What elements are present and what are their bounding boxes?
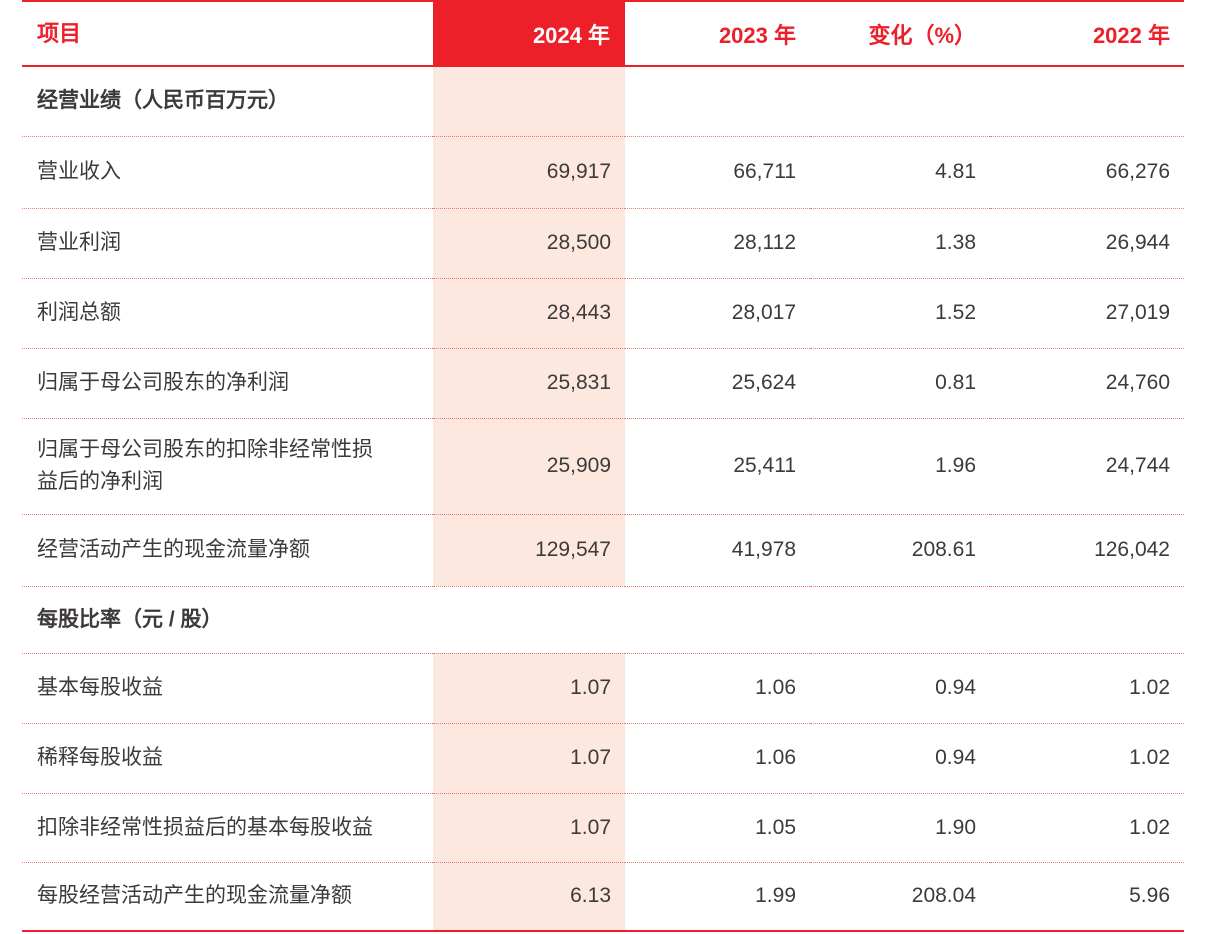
table-row: 归属于母公司股东的净利润 25,831 25,624 0.81 24,760 [22,348,1184,419]
table-header-row: 项目 2024 年 2023 年 变化（%） 2022 年 [22,1,1184,67]
value-2023: 1.06 [625,723,810,794]
value-2024: 28,443 [433,278,625,349]
row-label: 营业利润 [22,208,433,279]
value-2024: 69,917 [433,136,625,209]
value-2023: 1.05 [625,793,810,863]
column-header-2022: 2022 年 [990,1,1184,67]
row-label: 归属于母公司股东的扣除非经常性损 益后的净利润 [22,418,433,515]
column-header-2023: 2023 年 [625,1,810,67]
value-2024: 25,909 [433,418,625,515]
value-change: 4.81 [810,136,990,209]
value-change: 1.38 [810,208,990,279]
value-2024: 1.07 [433,793,625,863]
value-2023: 1.06 [625,653,810,724]
highlight-cell [433,66,625,137]
section-header-per-share-ratios: 每股比率（元 / 股） [22,586,1184,654]
value-2022: 1.02 [990,653,1184,724]
section-header-operating-results: 经营业绩（人民币百万元） [22,66,1184,137]
value-2022: 24,760 [990,348,1184,419]
row-label: 归属于母公司股东的净利润 [22,348,433,419]
table-row: 营业利润 28,500 28,112 1.38 26,944 [22,208,1184,279]
value-2022: 126,042 [990,514,1184,587]
value-change: 208.61 [810,514,990,587]
section-title: 每股比率（元 / 股） [22,586,433,654]
value-2023: 41,978 [625,514,810,587]
value-2022: 5.96 [990,862,1184,932]
value-change: 0.94 [810,723,990,794]
value-2023: 25,624 [625,348,810,419]
value-change: 208.04 [810,862,990,932]
table-row: 稀释每股收益 1.07 1.06 0.94 1.02 [22,723,1184,794]
row-label: 扣除非经常性损益后的基本每股收益 [22,793,433,863]
row-label: 基本每股收益 [22,653,433,724]
value-2022: 1.02 [990,723,1184,794]
row-label: 利润总额 [22,278,433,349]
value-2022: 1.02 [990,793,1184,863]
column-header-2024: 2024 年 [433,1,625,67]
table-row: 利润总额 28,443 28,017 1.52 27,019 [22,278,1184,349]
table-row: 归属于母公司股东的扣除非经常性损 益后的净利润 25,909 25,411 1.… [22,418,1184,515]
value-2024: 1.07 [433,653,625,724]
value-2024: 1.07 [433,723,625,794]
value-2024: 28,500 [433,208,625,279]
value-2023: 66,711 [625,136,810,209]
value-2024: 129,547 [433,514,625,587]
value-change: 0.94 [810,653,990,724]
row-label: 营业收入 [22,136,433,209]
value-2022: 24,744 [990,418,1184,515]
table-row: 营业收入 69,917 66,711 4.81 66,276 [22,136,1184,209]
value-2023: 28,112 [625,208,810,279]
row-label: 经营活动产生的现金流量净额 [22,514,433,587]
value-2022: 26,944 [990,208,1184,279]
value-2024: 25,831 [433,348,625,419]
value-2023: 1.99 [625,862,810,932]
row-label: 每股经营活动产生的现金流量净额 [22,862,433,932]
table-row: 每股经营活动产生的现金流量净额 6.13 1.99 208.04 5.96 [22,862,1184,932]
table-row: 扣除非经常性损益后的基本每股收益 1.07 1.05 1.90 1.02 [22,793,1184,863]
value-2022: 66,276 [990,136,1184,209]
value-change: 0.81 [810,348,990,419]
value-change: 1.96 [810,418,990,515]
value-2024: 6.13 [433,862,625,932]
row-label: 稀释每股收益 [22,723,433,794]
column-header-change: 变化（%） [810,1,990,67]
value-2022: 27,019 [990,278,1184,349]
section-title: 经营业绩（人民币百万元） [22,66,433,137]
table-row: 基本每股收益 1.07 1.06 0.94 1.02 [22,653,1184,724]
financial-summary-table: 项目 2024 年 2023 年 变化（%） 2022 年 经营业绩（人民币百万… [22,0,1184,932]
table-row: 经营活动产生的现金流量净额 129,547 41,978 208.61 126,… [22,514,1184,587]
value-change: 1.90 [810,793,990,863]
value-2023: 28,017 [625,278,810,349]
value-2023: 25,411 [625,418,810,515]
column-header-item: 项目 [22,1,433,67]
value-change: 1.52 [810,278,990,349]
